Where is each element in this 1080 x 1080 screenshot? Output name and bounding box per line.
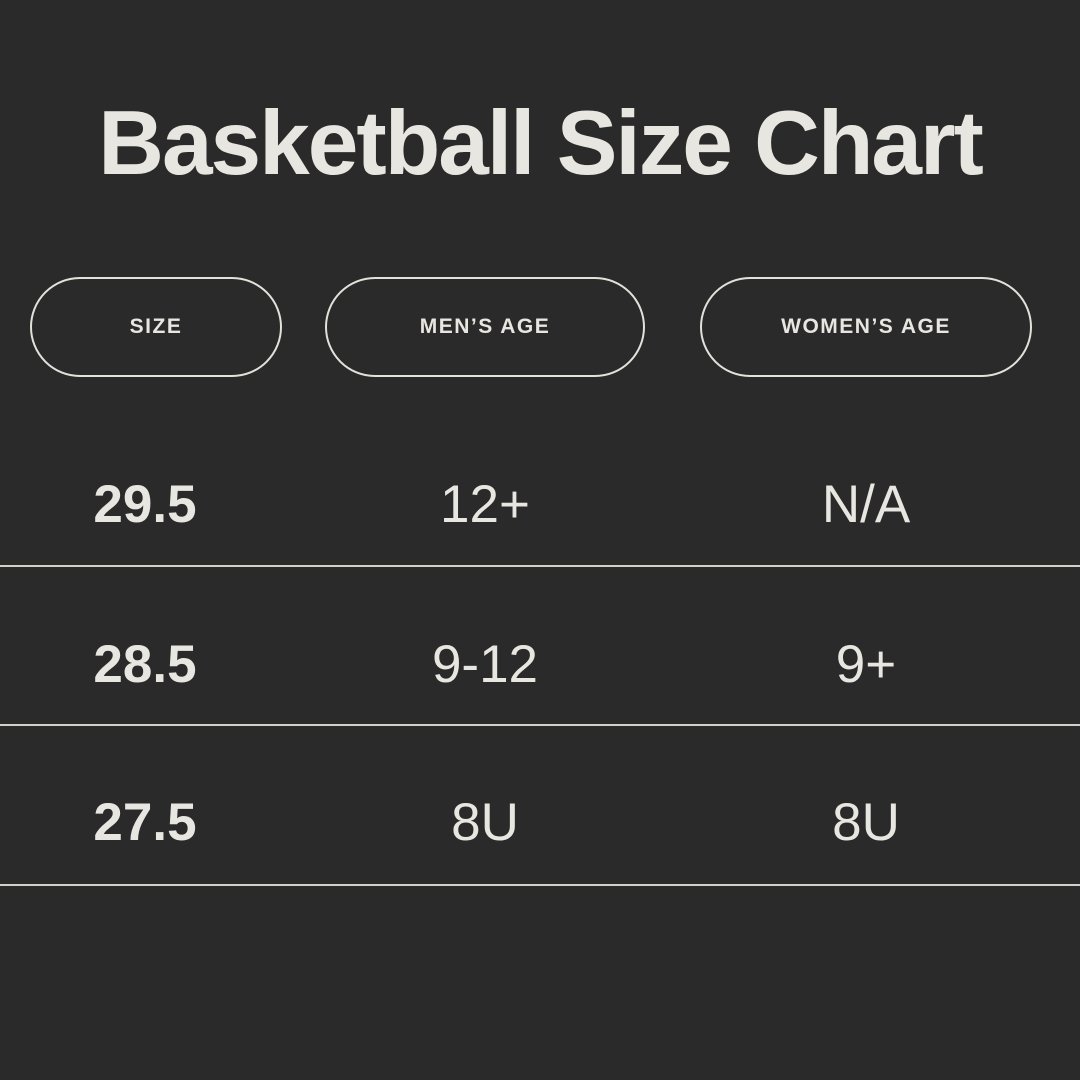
table-body: 29.5 12+ N/A 28.5 9-12 9+ 27.5 8U 8U: [0, 429, 1080, 886]
table-header: SIZE MEN’S AGE WOMEN’S AGE: [0, 277, 1080, 377]
size-value: 27.5: [93, 792, 197, 852]
womens-age-value: 9+: [835, 634, 897, 694]
column-header-size: SIZE: [30, 277, 282, 377]
mens-age-value: 12+: [440, 474, 530, 534]
womens-age-value: N/A: [821, 474, 911, 534]
womens-age-value: 8U: [832, 792, 900, 852]
column-header-womens-age: WOMEN’S AGE: [700, 277, 1032, 377]
mens-age-value: 8U: [451, 792, 519, 852]
size-value: 29.5: [93, 474, 197, 534]
column-header-womens-age-label: WOMEN’S AGE: [781, 315, 951, 338]
column-header-mens-age: MEN’S AGE: [325, 277, 645, 377]
column-header-mens-age-label: MEN’S AGE: [419, 315, 551, 338]
size-value: 28.5: [93, 634, 197, 694]
table-row: 27.5 8U 8U: [0, 726, 1080, 886]
table-row: 28.5 9-12 9+: [0, 567, 1080, 726]
column-header-size-label: SIZE: [129, 315, 183, 338]
table-row: 29.5 12+ N/A: [0, 429, 1080, 567]
mens-age-value: 9-12: [431, 634, 539, 694]
page-title: Basketball Size Chart: [98, 93, 984, 194]
